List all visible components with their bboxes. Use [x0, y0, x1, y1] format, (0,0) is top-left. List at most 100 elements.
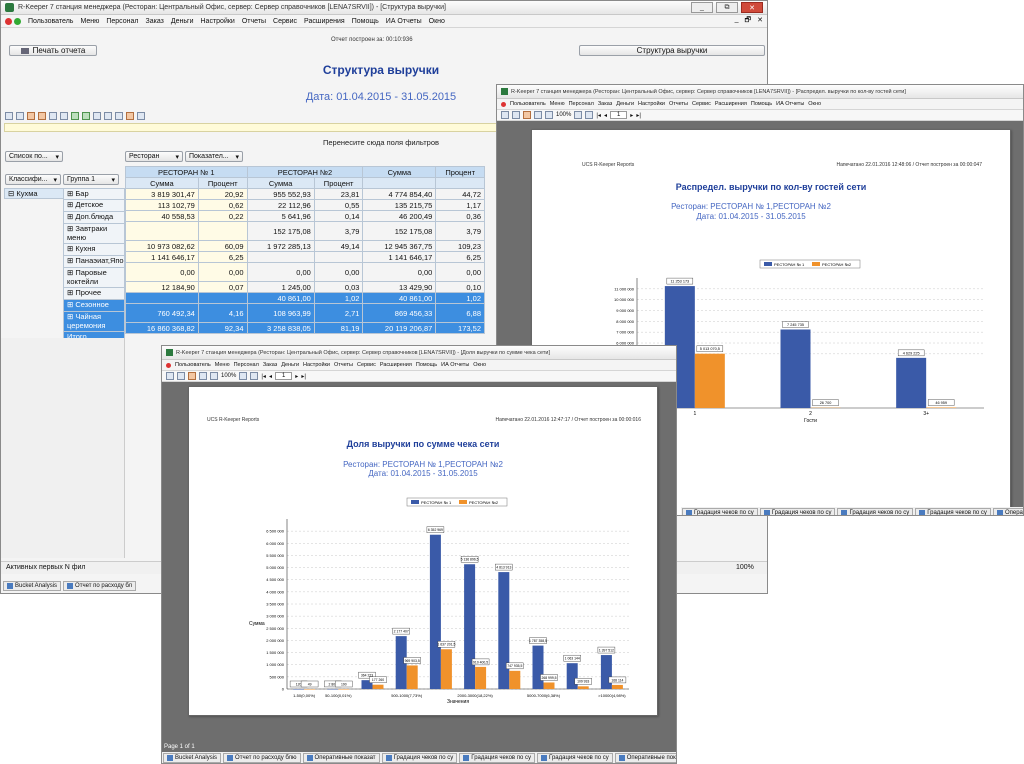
pdf-icon[interactable] — [523, 111, 531, 119]
tab-guests-2[interactable]: Градация чеков по су — [837, 508, 914, 515]
print-report-button[interactable]: Печать отчета — [9, 45, 97, 56]
pdf-icon[interactable] — [188, 372, 196, 380]
col-total-pct[interactable]: Процент — [435, 166, 485, 178]
total-row[interactable]: 16 860 368,82 92,34 3 258 838,05 81,19 20 11… — [125, 322, 485, 334]
menu-staff[interactable]: Персонал — [233, 362, 259, 368]
menu-ia-reports[interactable]: ИА Отчеты — [776, 101, 805, 107]
menu-reports[interactable]: Отчеты — [241, 17, 267, 25]
zoom-select[interactable]: 100% — [556, 112, 572, 118]
menu-settings[interactable]: Настройки — [200, 17, 235, 25]
minimize-button[interactable]: _ — [691, 2, 713, 13]
tab-bucket-analysis[interactable]: Bucket Analysis — [3, 581, 62, 591]
mdi-close-button[interactable]: ✕ — [757, 16, 763, 24]
restaurant-field-button[interactable]: Ресторан ▾ — [125, 151, 183, 162]
toolbar-icon-13[interactable] — [137, 111, 145, 120]
toolbar-icon-6[interactable] — [60, 111, 68, 120]
row-header[interactable]: ⊞ Паровые коктейли — [63, 268, 125, 288]
menu-menu[interactable]: Меню — [214, 362, 230, 368]
table-row[interactable]: 0,00 0,00 0,00 0,00 0,00 0,00 — [125, 262, 485, 282]
mdi-restore-button[interactable]: 🗗 — [744, 16, 752, 24]
tab-check-4[interactable]: Градация чеков по су — [459, 753, 536, 763]
menu-order[interactable]: Заказ — [145, 17, 164, 25]
group-field-button[interactable]: Группа 1 ▾ — [63, 174, 119, 185]
table-row[interactable]: 3 819 301,47 20,92 955 552,93 23,81 4 774 85… — [125, 188, 485, 200]
prev-page-icon[interactable]: ◂ — [268, 373, 272, 380]
zoom-icon[interactable] — [210, 372, 218, 380]
save-icon[interactable] — [177, 372, 185, 380]
tab-guests-3[interactable]: Градация чеков по су — [915, 508, 991, 515]
next-page-icon[interactable]: ▸ — [630, 112, 634, 119]
last-page-icon[interactable]: ▸| — [301, 373, 306, 380]
maximize-button[interactable]: ⧉ — [716, 2, 738, 13]
row-header[interactable]: ⊞ Прочее — [63, 288, 125, 300]
menu-user[interactable]: Пользователь — [28, 17, 74, 25]
toolbar-icon-9[interactable] — [93, 111, 101, 120]
menu-extensions[interactable]: Расширения — [379, 362, 412, 368]
menu-reports[interactable]: Отчеты — [669, 101, 689, 107]
table-row[interactable]: 1 141 646,17 6,25 1 141 646,17 6,25 — [125, 251, 485, 263]
mdi-minimize-button[interactable]: _ — [734, 15, 739, 23]
table-row[interactable]: 12 184,90 0,07 1 245,00 0,03 13 429,90 0,10 — [125, 281, 485, 293]
close-button[interactable]: ✕ — [741, 2, 763, 13]
table-row[interactable]: 760 492,34 4,16 108 963,99 2,71 869 456,33 6,… — [125, 303, 485, 323]
tab-check-0[interactable]: Bucket Analysis — [163, 753, 222, 763]
row-header[interactable]: ⊞ Детское — [63, 200, 125, 212]
tab-dish-consumption[interactable]: Отчет по расходу бл — [63, 581, 137, 591]
menu-help[interactable]: Помощь — [750, 101, 773, 107]
toolbar-icon-2[interactable] — [16, 111, 24, 120]
col-restaurant-2[interactable]: РЕСТОРАН №2 — [246, 166, 364, 178]
menu-ia-reports[interactable]: ИА Отчеты — [441, 362, 470, 368]
expand-icon[interactable]: ⊟ — [8, 189, 15, 198]
zoom-icon[interactable] — [545, 111, 553, 119]
row-header[interactable]: ⊞ Чайная церемония — [63, 312, 125, 332]
menu-order[interactable]: Заказ — [262, 362, 278, 368]
menu-settings[interactable]: Настройки — [303, 362, 330, 368]
menu-window[interactable]: Окно — [473, 362, 487, 368]
table-row[interactable]: 152 175,08 3,79 152 175,08 3,79 — [125, 221, 485, 241]
menu-service[interactable]: Сервис — [692, 101, 711, 107]
tab-check-3[interactable]: Градация чеков по су — [381, 753, 458, 763]
toolbar-icon-8[interactable] — [82, 111, 90, 120]
tab-check-5[interactable]: Градация чеков по су — [537, 753, 613, 763]
first-page-icon[interactable]: |◂ — [261, 373, 266, 380]
toolbar-icon-10[interactable] — [104, 111, 112, 120]
tab-guests-4[interactable]: Оперативные показат — [992, 508, 1023, 515]
menu-service[interactable]: Сервис — [273, 17, 298, 25]
print-icon[interactable] — [534, 111, 542, 119]
menu-staff[interactable]: Персонал — [106, 17, 139, 25]
save-icon[interactable] — [512, 111, 520, 119]
menu-user[interactable]: Пользователь — [510, 101, 546, 107]
col-restaurant-1[interactable]: РЕСТОРАН № 1 — [125, 166, 248, 178]
row-header[interactable]: ⊞ Кухня — [63, 244, 125, 256]
page-number-input[interactable]: 1 — [274, 372, 293, 380]
menu-money[interactable]: Деньги — [170, 17, 194, 25]
row-header[interactable]: ⊞ Панаэиат,Япо — [63, 256, 125, 268]
list-by-button[interactable]: Список по... ▾ — [5, 151, 63, 162]
last-page-icon[interactable]: ▸| — [636, 112, 641, 119]
page-number-input[interactable]: 1 — [609, 111, 628, 119]
tab-guests-0[interactable]: Градация чеков по су — [682, 508, 758, 515]
toolbar-icon-5[interactable] — [49, 111, 57, 120]
menu-window[interactable]: Окно — [428, 17, 445, 25]
page-icon-2[interactable] — [250, 372, 259, 380]
table-row[interactable]: 113 102,79 0,62 22 112,96 0,55 135 215,75 1,1… — [125, 199, 485, 211]
col-total-sum[interactable]: Сумма — [362, 166, 437, 178]
menu-help[interactable]: Помощь — [351, 17, 379, 25]
toolbar-icon-7[interactable] — [71, 111, 79, 120]
toolbar-icon-3[interactable] — [27, 111, 35, 120]
open-icon[interactable] — [166, 372, 174, 380]
menu-reports[interactable]: Отчеты — [334, 362, 354, 368]
print-icon[interactable] — [199, 372, 207, 380]
table-row[interactable]: 40 861,00 1,02 40 861,00 1,02 — [125, 292, 485, 304]
page-icon[interactable] — [574, 111, 583, 119]
menu-window[interactable]: Окно — [808, 101, 822, 107]
open-icon[interactable] — [501, 111, 509, 119]
toolbar-icon-1[interactable] — [5, 111, 13, 120]
zoom-select[interactable]: 100% — [221, 373, 237, 379]
next-page-icon[interactable]: ▸ — [295, 373, 299, 380]
menu-extensions[interactable]: Расширения — [304, 17, 345, 25]
menu-user[interactable]: Пользователь — [175, 362, 211, 368]
tab-check-2[interactable]: Оперативные показат — [302, 753, 380, 763]
tab-check-1[interactable]: Отчет по расходу блю — [223, 753, 301, 763]
tab-check-6[interactable]: Оперативные показат — [614, 753, 676, 763]
